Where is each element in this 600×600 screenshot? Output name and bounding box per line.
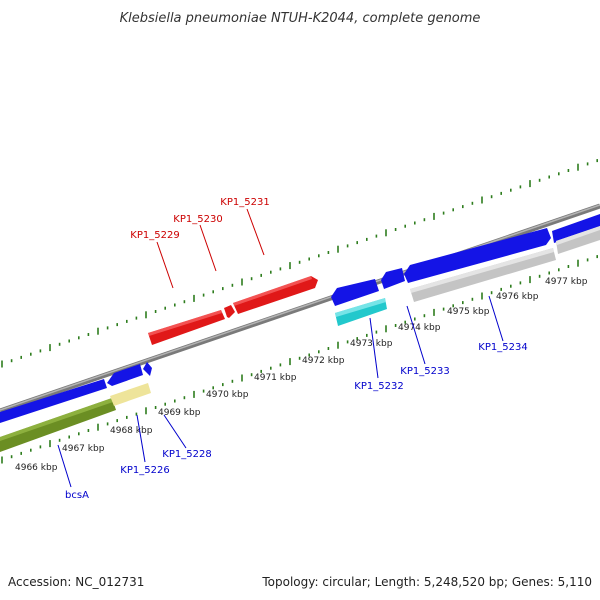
gene-label-bcsa[interactable]: bcsA xyxy=(65,490,89,501)
kbp-label: 4973 kbp xyxy=(350,339,393,349)
gene-label-kp1-5233[interactable]: KP1_5233 xyxy=(400,366,449,377)
grey-feature-kp1-5234[interactable] xyxy=(410,248,556,302)
kbp-label: 4967 kbp xyxy=(62,444,105,454)
forward-gene-kp1-5230[interactable] xyxy=(224,305,235,318)
kbp-label: 4968 kbp xyxy=(110,426,153,436)
reverse-gene-kp1-5232-region[interactable] xyxy=(331,279,379,306)
gene-label-kp1-5226[interactable]: KP1_5226 xyxy=(120,465,169,476)
gene-label-kp1-5231[interactable]: KP1_5231 xyxy=(220,197,269,208)
kbp-labels: 4966 kbp 4967 kbp 4968 kbp 4969 kbp 4970… xyxy=(15,277,588,473)
genome-backbone xyxy=(0,203,600,414)
kbp-label: 4975 kbp xyxy=(447,307,490,317)
kbp-label: 4970 kbp xyxy=(206,390,249,400)
reverse-gene-right-edge[interactable] xyxy=(552,214,600,243)
gene-label-kp1-5232[interactable]: KP1_5232 xyxy=(354,381,403,392)
map-title: Klebsiella pneumoniae NTUH-K2044, comple… xyxy=(120,11,481,26)
grey-feature-right-edge[interactable] xyxy=(556,226,600,254)
forward-gene-kp1-5231[interactable] xyxy=(233,276,318,314)
kbp-label: 4969 kbp xyxy=(158,408,201,418)
genome-summary-text: Topology: circular; Length: 5,248,520 bp… xyxy=(261,575,592,589)
gene-label-kp1-5234[interactable]: KP1_5234 xyxy=(478,342,527,353)
cds-feature-bcsa[interactable] xyxy=(0,398,116,452)
kbp-label: 4977 kbp xyxy=(545,277,588,287)
forward-gene-kp1-5229[interactable] xyxy=(148,310,225,345)
kbp-label: 4966 kbp xyxy=(15,463,58,473)
kbp-label: 4971 kbp xyxy=(254,373,297,383)
label-leader-lines xyxy=(57,208,504,488)
upper-scale-track xyxy=(1,159,599,368)
kbp-label: 4972 kbp xyxy=(302,356,345,366)
reverse-gene-small[interactable] xyxy=(143,362,152,376)
accession-text: Accession: NC_012731 xyxy=(8,575,144,589)
reverse-gene-kp1-5233[interactable] xyxy=(381,268,405,289)
rna-feature-kp1-5232[interactable] xyxy=(335,298,387,326)
gene-labels: KP1_5229 KP1_5230 KP1_5231 KP1_5232 KP1_… xyxy=(65,197,528,501)
kbp-label: 4976 kbp xyxy=(496,292,539,302)
reverse-gene-kp1-5234[interactable] xyxy=(404,228,551,283)
reverse-gene-left-long[interactable] xyxy=(0,379,107,423)
gene-label-kp1-5228[interactable]: KP1_5228 xyxy=(162,449,211,460)
kbp-label: 4974 kbp xyxy=(398,323,441,333)
pseudo-feature-kp1-5226[interactable] xyxy=(110,383,151,406)
gene-label-kp1-5229[interactable]: KP1_5229 xyxy=(130,230,179,241)
reverse-gene-mid[interactable] xyxy=(107,364,143,386)
lower-scale-track xyxy=(1,255,599,464)
gene-label-kp1-5230[interactable]: KP1_5230 xyxy=(173,214,222,225)
